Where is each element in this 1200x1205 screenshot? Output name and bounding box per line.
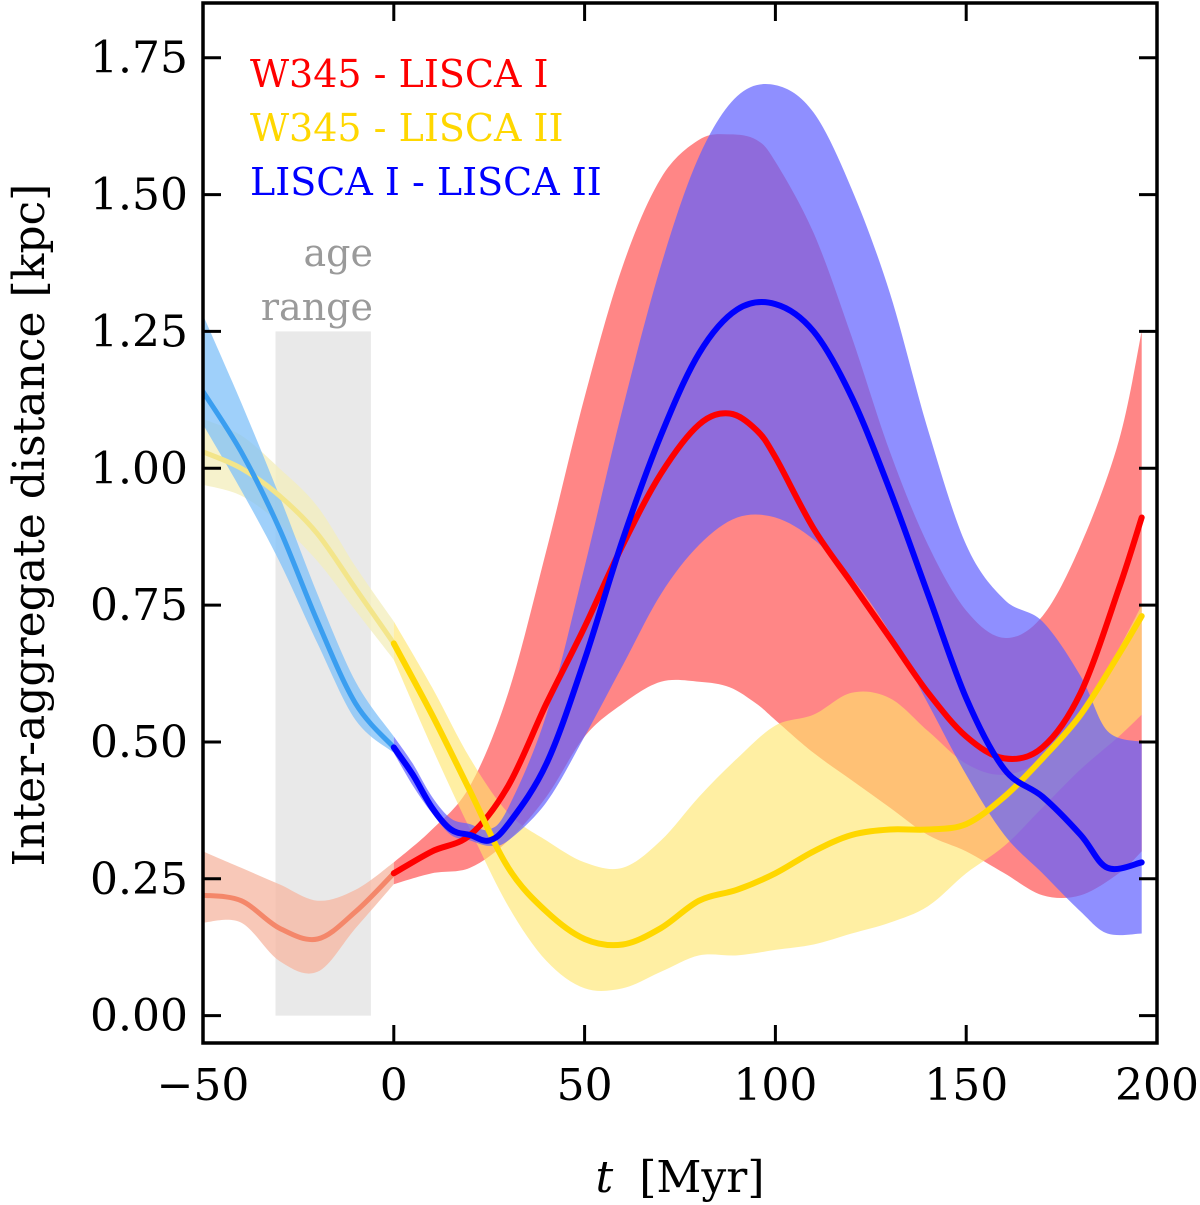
w345-lisca-ii-past-line xyxy=(203,449,397,646)
x-tick-label: 150 xyxy=(924,1060,1008,1111)
y-tick-label: 1.75 xyxy=(90,33,188,84)
plot-frame xyxy=(201,1,1159,1045)
y-tick-label: 0.00 xyxy=(90,991,188,1042)
x-tick-label: 50 xyxy=(557,1060,613,1111)
x-tick-label: 100 xyxy=(733,1060,817,1111)
y-tick-label: 0.25 xyxy=(90,854,188,905)
y-tick-label: 1.50 xyxy=(90,170,188,221)
x-tick-label: 0 xyxy=(380,1060,408,1111)
age-range-label-line-1: age xyxy=(304,231,373,275)
lisca-i-lisca-ii-line xyxy=(390,299,1145,873)
y-tick-label: 0.50 xyxy=(90,717,188,768)
axis-ticks: −50 0 50 100 150 200 0.00 0.25 0.50 0.75 1.00 1.25 1… xyxy=(90,3,1199,1111)
legend-entry-lisca-i-lisca-ii: LISCA I - LISCA II xyxy=(250,160,602,204)
series-lines xyxy=(203,299,1145,949)
lisca-i-lisca-ii-past-line xyxy=(203,389,397,750)
w345-lisca-ii-line xyxy=(390,613,1145,949)
x-tick-label: −50 xyxy=(157,1060,250,1111)
x-axis-variable: t xyxy=(596,1152,614,1203)
w345-lisca-i-past-band xyxy=(203,851,394,974)
legend-entry-w345-lisca-i: W345 - LISCA I xyxy=(250,52,548,96)
legend-entry-w345-lisca-ii: W345 - LISCA II xyxy=(250,106,563,150)
age-range-label-line-2: range xyxy=(261,285,373,329)
x-axis-unit: [Myr] xyxy=(639,1152,764,1203)
y-tick-label: 0.75 xyxy=(90,580,188,631)
x-tick-label: 200 xyxy=(1115,1060,1199,1111)
w345-lisca-ii-band xyxy=(393,605,1142,992)
w345-lisca-i-past-line xyxy=(203,870,397,943)
w345-lisca-i-line xyxy=(390,410,1145,877)
lisca-i-lisca-ii-past-band xyxy=(203,315,394,753)
plot-area xyxy=(203,84,1145,1016)
x-axis-title: t [Myr] xyxy=(596,1152,765,1203)
y-tick-label: 1.25 xyxy=(90,306,188,357)
y-axis-title: Inter-aggregate distance [kpc] xyxy=(4,184,55,867)
y-tick-label: 1.00 xyxy=(90,443,188,494)
